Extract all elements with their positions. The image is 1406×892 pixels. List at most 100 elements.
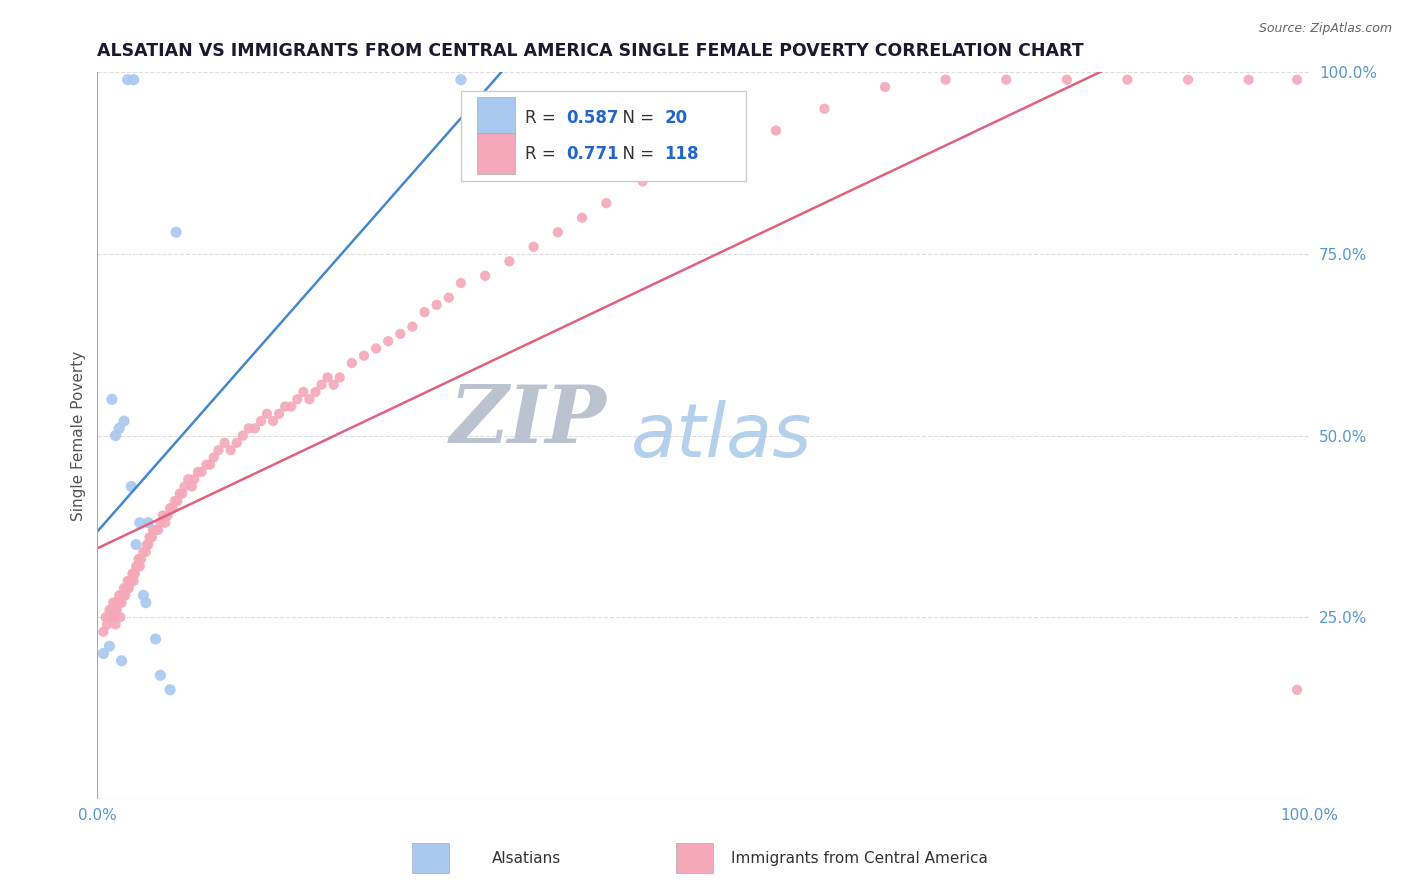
Point [136,537,159,551]
Point [98,639,121,653]
Point [668,160,690,174]
Point [285,392,308,407]
FancyBboxPatch shape [461,91,745,181]
Point [125,537,148,551]
Point [112,588,135,602]
Point [269,407,291,421]
Point [426,298,449,312]
Point [146,523,169,537]
Point [141,530,163,544]
Text: Alsatians: Alsatians [492,851,561,865]
Point [132,545,155,559]
Point [149,516,172,530]
Point [169,486,191,500]
Point [280,400,302,414]
Text: R =: R = [524,109,561,127]
Point [101,610,124,624]
Point [238,421,260,435]
Point [256,407,278,421]
Point [108,596,131,610]
Point [1056,72,1078,87]
Point [128,516,150,530]
Point [117,574,139,588]
Text: 20: 20 [665,109,688,127]
Point [274,400,297,414]
Point [98,603,121,617]
Point [165,225,187,239]
Point [152,508,174,523]
Point [329,370,352,384]
Point [250,414,273,428]
Point [190,465,212,479]
Point [304,384,326,399]
Point [110,610,132,624]
Point [122,72,145,87]
Point [180,479,202,493]
Point [118,581,141,595]
Point [98,610,121,624]
Point [117,72,139,87]
Point [377,334,399,348]
Point [135,596,157,610]
Point [104,428,127,442]
Point [523,240,546,254]
Point [103,610,125,624]
Point [631,174,654,188]
Text: Immigrants from Central America: Immigrants from Central America [731,851,988,865]
Point [225,435,247,450]
Point [138,530,160,544]
Point [716,138,738,153]
Point [183,472,205,486]
Point [1237,72,1260,87]
Point [108,421,131,435]
Point [128,559,150,574]
Text: atlas: atlas [630,400,811,472]
Point [110,654,132,668]
Point [142,523,165,537]
Point [995,72,1018,87]
Point [110,596,132,610]
Point [813,102,835,116]
Text: N =: N = [613,109,659,127]
Point [401,319,423,334]
Point [163,494,186,508]
Point [450,276,472,290]
Point [214,435,236,450]
Point [128,552,150,566]
Point [139,530,162,544]
Point [364,342,387,356]
Point [232,428,254,442]
Point [243,421,266,435]
Point [125,559,148,574]
Point [571,211,593,225]
Point [96,617,118,632]
Point [413,305,436,319]
Point [498,254,520,268]
Point [101,392,124,407]
Point [117,581,139,595]
FancyBboxPatch shape [477,133,516,174]
Point [115,581,138,595]
Point [111,588,134,602]
Point [159,501,181,516]
Point [389,326,412,341]
Point [162,501,184,516]
Point [105,603,128,617]
Text: 0.771: 0.771 [567,145,619,163]
Point [187,465,209,479]
Point [145,523,167,537]
Point [122,574,145,588]
Point [108,588,131,602]
Point [107,596,129,610]
Point [155,516,177,530]
Point [112,581,135,595]
Text: ALSATIAN VS IMMIGRANTS FROM CENTRAL AMERICA SINGLE FEMALE POVERTY CORRELATION CH: ALSATIAN VS IMMIGRANTS FROM CENTRAL AMER… [97,42,1084,60]
Point [93,647,115,661]
Point [292,384,315,399]
Point [166,494,188,508]
Point [110,588,132,602]
Point [94,610,117,624]
Point [156,508,179,523]
Point [207,443,229,458]
Point [195,458,218,472]
